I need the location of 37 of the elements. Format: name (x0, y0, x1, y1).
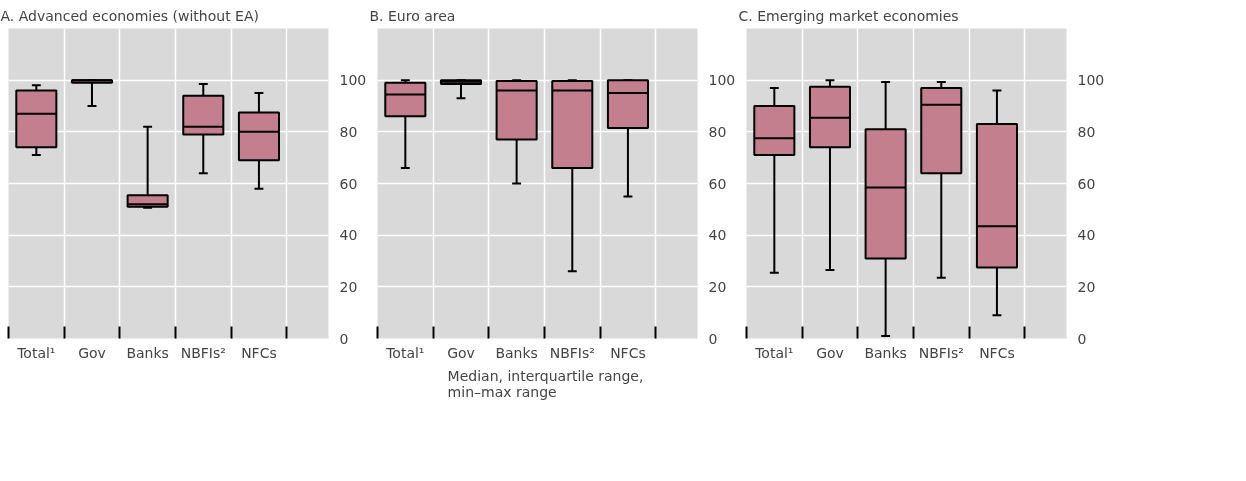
y-tick-label: 0 (1077, 330, 1087, 347)
y-tick-label: 0 (708, 330, 718, 347)
x-tick-label: Banks (495, 344, 538, 361)
x-tick-label: NFCs (979, 344, 1015, 361)
x-tick-label: Banks (864, 344, 907, 361)
y-tick-label: 40 (708, 227, 727, 244)
x-tick-label: NBFIs² (549, 344, 595, 361)
y-tick-label: 100 (339, 72, 367, 89)
y-tick-label: 60 (1077, 175, 1096, 192)
y-tick-label: 40 (1077, 227, 1096, 244)
y-tick-label: 80 (708, 123, 727, 140)
x-tick-label: NBFIs² (918, 344, 964, 361)
x-tick-label: Total¹ (385, 344, 425, 361)
x-tick-label: Gov (816, 344, 844, 361)
x-tick-label: Total¹ (754, 344, 794, 361)
text: Median, interquartile range, min–max range (447, 368, 644, 400)
x-tick-label: NFCs (610, 344, 646, 361)
y-tick-label: 20 (708, 278, 727, 295)
y-tick-label: 60 (708, 175, 727, 192)
x-tick-label: Total¹ (16, 344, 56, 361)
y-tick-label: 80 (339, 123, 358, 140)
y-tick-label: 40 (339, 227, 358, 244)
x-tick-label: NBFIs² (180, 344, 226, 361)
y-tick-label: 0 (339, 330, 349, 347)
x-tick-label: Gov (447, 344, 475, 361)
y-tick-label: 100 (1077, 72, 1105, 89)
chart-title: C. Emerging market economies (738, 7, 959, 24)
chart-title: B. Euro area (369, 7, 456, 24)
x-tick-label: Gov (78, 344, 106, 361)
chart-title: A. Advanced economies (without EA) (0, 7, 259, 24)
y-tick-label: 80 (1077, 123, 1096, 140)
y-tick-label: 60 (339, 175, 358, 192)
y-tick-label: 20 (339, 278, 358, 295)
x-tick-label: Banks (126, 344, 169, 361)
y-tick-label: 20 (1077, 278, 1096, 295)
x-tick-label: NFCs (241, 344, 277, 361)
y-tick-label: 100 (708, 72, 736, 89)
